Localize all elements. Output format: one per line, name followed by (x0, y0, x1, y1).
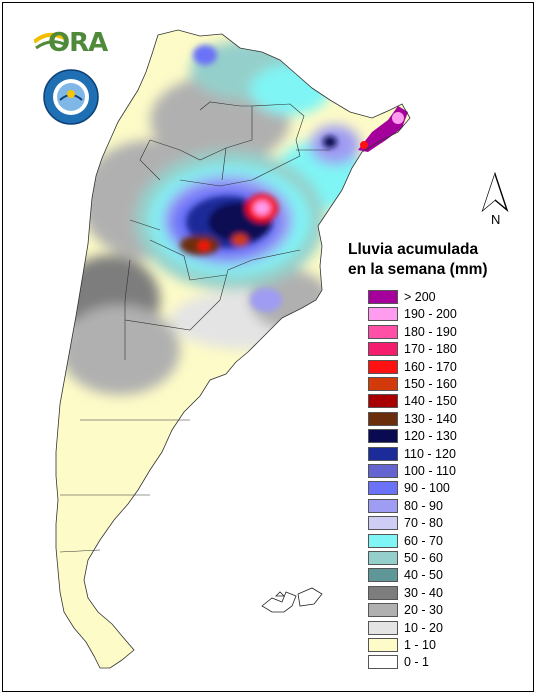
legend-swatch (368, 324, 398, 339)
north-arrow-icon (480, 171, 510, 222)
legend-swatch (368, 620, 398, 635)
legend-label: 0 - 1 (404, 655, 430, 670)
legend-item: 90 - 100 (368, 480, 518, 497)
ora-logo: ORA (34, 28, 108, 62)
smn-seal-logo (42, 68, 100, 126)
legend-item: 50 - 60 (368, 550, 518, 567)
legend-swatch (368, 603, 398, 618)
legend-swatch (368, 446, 398, 461)
legend-item: 120 - 130 (368, 428, 518, 445)
legend-swatch (368, 464, 398, 478)
legend-swatch (368, 533, 398, 548)
legend-item: 190 - 200 (368, 306, 518, 323)
legend-item: 150 - 160 (368, 376, 518, 393)
legend-label: 100 - 110 (404, 464, 456, 478)
legend-swatch (368, 411, 398, 426)
legend-swatch (368, 551, 398, 565)
legend-item: 80 - 90 (368, 498, 518, 515)
legend-label: 30 - 40 (404, 585, 443, 600)
legend-swatch (368, 359, 398, 374)
legend-label: 150 - 160 (404, 377, 457, 391)
legend-title-line2: en la semana (mm) (348, 261, 488, 278)
legend-item: 40 - 50 (368, 567, 518, 584)
legend-swatch (368, 429, 398, 444)
legend-item: 10 - 20 (368, 620, 518, 637)
legend-item: 1 - 10 (368, 637, 518, 654)
legend-label: 1 - 10 (404, 638, 436, 652)
legend-label: 130 - 140 (404, 411, 457, 426)
misiones-heavy-rain (358, 106, 408, 152)
legend-label: 110 - 120 (404, 446, 456, 461)
legend-title: Lluvia acumulada en la semana (mm) (348, 240, 518, 280)
legend-label: 90 - 100 (404, 481, 450, 496)
legend-title-line1: Lluvia acumulada (348, 241, 479, 258)
legend-label: 20 - 30 (404, 603, 443, 618)
ora-logo-text: ORA (48, 28, 108, 58)
legend-label: 80 - 90 (404, 498, 443, 513)
legend-item: 140 - 150 (368, 393, 518, 410)
legend-swatch (368, 638, 398, 652)
legend-item: 160 - 170 (368, 359, 518, 376)
legend-label: 190 - 200 (404, 307, 457, 322)
legend-swatch (368, 342, 398, 357)
north-label: N (491, 212, 501, 227)
legend-item: 130 - 140 (368, 411, 518, 428)
legend-label: 70 - 80 (404, 516, 443, 531)
legend-swatch (368, 394, 398, 409)
legend-item: > 200 (368, 289, 518, 306)
legend-item: 0 - 1 (368, 654, 518, 671)
legend-item: 30 - 40 (368, 585, 518, 602)
legend-swatch (368, 498, 398, 513)
legend-label: 60 - 70 (404, 533, 443, 548)
legend-label: 170 - 180 (404, 342, 457, 357)
province-borders (59, 101, 330, 553)
legend-item: 170 - 180 (368, 341, 518, 358)
legend-label: > 200 (404, 290, 436, 304)
legend-swatch (368, 516, 398, 531)
legend-item: 60 - 70 (368, 533, 518, 550)
legend-label: 40 - 50 (404, 568, 443, 583)
legend-label: 140 - 150 (404, 394, 457, 409)
legend-item: 110 - 120 (368, 446, 518, 463)
legend-label: 160 - 170 (404, 359, 457, 374)
legend-swatch (368, 377, 398, 391)
legend-swatch (368, 307, 398, 322)
legend-swatch (368, 655, 398, 670)
legend-label: 50 - 60 (404, 551, 443, 565)
legend-label: 180 - 190 (404, 324, 457, 339)
legend-item: 180 - 190 (368, 324, 518, 341)
legend-swatch (368, 568, 398, 583)
legend-label: 120 - 130 (404, 429, 457, 444)
legend-label: 10 - 20 (404, 620, 443, 635)
legend-swatch (368, 585, 398, 600)
legend-swatch (368, 481, 398, 496)
legend-item: 20 - 30 (368, 602, 518, 619)
malvinas-islands (261, 587, 323, 613)
legend-item: 100 - 110 (368, 463, 518, 480)
legend-swatch (368, 290, 398, 304)
legend-item: 70 - 80 (368, 515, 518, 532)
